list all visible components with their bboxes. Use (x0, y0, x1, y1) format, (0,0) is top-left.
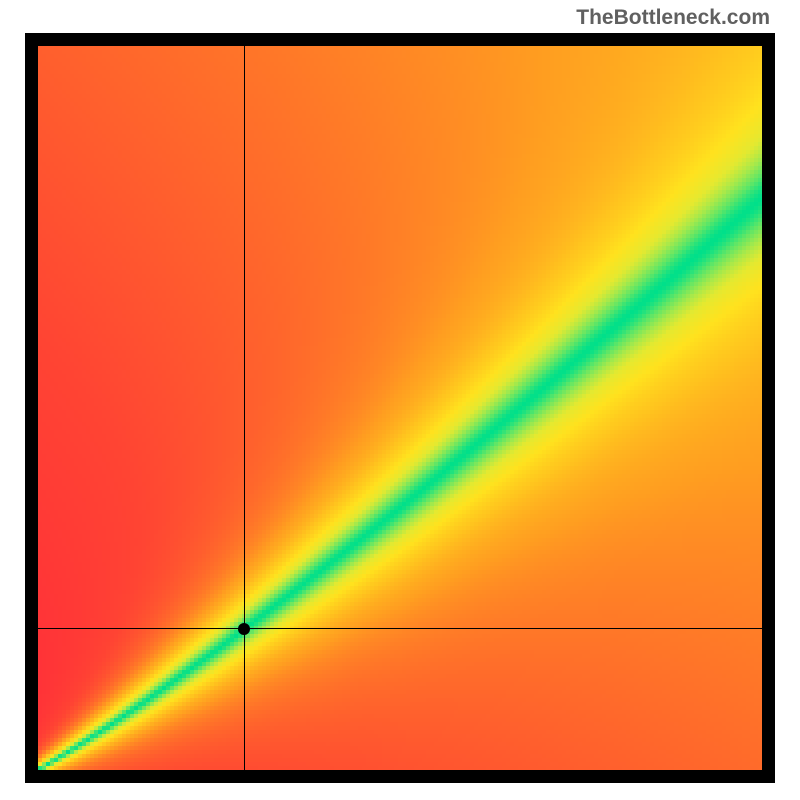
heatmap-canvas (38, 46, 762, 770)
heatmap-plot (38, 46, 762, 770)
frame-right (762, 33, 775, 783)
frame-bottom (25, 770, 775, 783)
watermark-text: TheBottleneck.com (576, 6, 770, 30)
crosshair-horizontal (38, 628, 762, 629)
crosshair-vertical (244, 46, 245, 770)
frame-left (25, 33, 38, 783)
frame-top (25, 33, 775, 46)
